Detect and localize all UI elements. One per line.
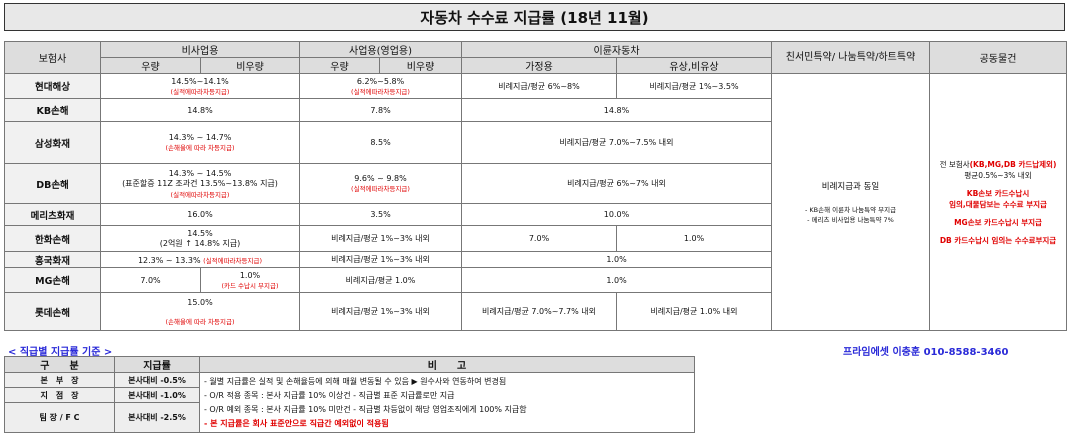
page-title: 자동차 수수료 지급률 (18년 11월) [4,3,1065,31]
c-rate: 비례지급/평균 1%~3% 내외 [298,251,463,268]
header-commercial: 사업용(영업용) [298,41,463,58]
sub-nc-good: 우량 [100,57,201,74]
sub-c-good: 우량 [299,57,380,74]
nc-rate: 12.3% ~ 13.3% (실적에따라차등지급) [100,251,300,268]
sub-nc-bad: 비우량 [200,57,300,74]
legend-header-grade: 구 분 [4,356,115,373]
insurer-name: 롯데손해 [4,292,101,331]
tw-rate: 비례지급/평균 6%~7% 내외 [461,163,773,204]
insurer-name: DB손해 [4,163,101,204]
grade-rate: 본사대비 -0.5% [114,372,200,388]
table-row: 삼성화재 14.3% ~ 14.7% (손해율에 따라 차등지급) 8.5% 비례… [4,121,1067,164]
nc-good-rate: 7.0% [100,267,201,293]
sub-home: 가정용 [461,57,618,74]
grade-label: 본 부 장 [4,372,115,388]
nc-rate: 14.3% ~ 14.7% (손해율에 따라 차등지급) [100,121,300,164]
header-friendly: 친서민특약/ 나눔특약/하트특약 [771,41,931,74]
table-row: 지 점 장 본사대비 -1.0% [4,387,695,403]
nc-rate: 14.3% ~ 14.5% (표준할증 11Z 조과건 13.5%~13.8% 지… [100,163,300,204]
friendly-cell: 비례지급과 동일 - KB손해 이륜차 나눔특약 부지급 - 메리츠 비사업용 … [771,73,931,331]
tw-rate: 1.0% [461,267,773,293]
table-row: 메리츠화재 16.0% 3.5% 10.0% [4,203,1067,226]
nc-rate: 14.5% (2억원 ↑ 14.8% 지급) [100,225,300,252]
legend-header-rate: 지급률 [114,356,200,373]
insurer-name: 한화손해 [4,225,101,252]
table-row: 한화손해 14.5% (2억원 ↑ 14.8% 지급) 비례지급/평균 1%~3%… [4,225,1067,252]
contact-info: 프라임에셋 이충훈 010-8588-3460 [843,347,1009,358]
grade-rate: 본사대비 -1.0% [114,387,200,403]
table-row: 본 부 장 본사대비 -0.5% - 월별 지급률은 실적 및 손해율등에 의해… [4,372,695,433]
header-noncommercial: 비사업용 [100,41,300,58]
home-rate: 7.0% [461,225,618,252]
c-rate: 비례지급/평균 1%~3% 내외 [298,292,463,331]
nc-rate: 15.0% (손해율에 따라 차등지급) [100,292,300,331]
c-rate: 비례지급/평균 1.0% [298,267,463,293]
nc-bad-rate: 1.0% (카드 수납시 부지급) [200,267,300,293]
header-joint: 공동물건 [929,41,1068,74]
home-rate: 비례지급/평균 6%~8% [461,73,618,99]
insurer-name: MG손해 [4,267,101,293]
c-rate: 9.6% ~ 9.8% (실적에따라차등지급) [298,163,463,204]
sub-c-bad: 비우량 [378,57,463,74]
tw-rate: 1.0% [461,251,773,268]
c-rate: 8.5% [298,121,463,164]
paid-rate: 비례지급/평균 1.0% 내외 [616,292,773,331]
nc-rate: 14.5%~14.1% (실적에따라차등지급) [100,73,300,99]
paid-rate: 1.0% [616,225,773,252]
home-rate: 비례지급/평균 7.0%~7.7% 내외 [461,292,618,331]
table-row: MG손해 7.0% 1.0% (카드 수납시 부지급) 비례지급/평균 1.0% … [4,267,1067,293]
c-rate: 6.2%~5.8% (실적에따라차등지급) [298,73,463,99]
insurer-name: 삼성화재 [4,121,101,164]
table-row: DB손해 14.3% ~ 14.5% (표준할증 11Z 조과건 13.5%~13… [4,163,1067,204]
insurer-name: 메리츠화재 [4,203,101,226]
c-rate: 7.8% [298,98,463,122]
grade-table: 구 분 지급률 비 고 본 부 장 본사대비 -0.5% - 월별 지급률은 실… [4,356,695,433]
tw-rate: 비례지급/평균 7.0%~7.5% 내외 [461,121,773,164]
insurer-name: 현대해상 [4,73,101,99]
legend-header-note: 비 고 [199,356,695,373]
grade-notes: - 월별 지급률은 실적 및 손해율등에 의해 매월 변동될 수 있음 ▶ 원수… [199,372,695,433]
table-row: KB손해 14.8% 7.8% 14.8% [4,98,1067,122]
paid-rate: 비례지급/평균 1%~3.5% [616,73,773,99]
legend-title: < 직급별 지급률 기준 > [8,347,113,358]
insurer-name: KB손해 [4,98,101,122]
nc-rate: 14.8% [100,98,300,122]
sub-paid: 유상,비유상 [616,57,773,74]
nc-rate: 16.0% [100,203,300,226]
header-twowheel: 이륜자동차 [461,41,773,58]
grade-label: 팀 장 / F C [4,402,115,433]
c-rate: 3.5% [298,203,463,226]
grade-label: 지 점 장 [4,387,115,403]
table-row: 팀 장 / F C 본사대비 -2.5% [4,402,695,433]
c-rate: 비례지급/평균 1%~3% 내외 [298,225,463,252]
commission-table: 보험사 비사업용 사업용(영업용) 이륜자동차 친서민특약/ 나눔특약/하트특약… [4,41,1068,331]
tw-rate: 10.0% [461,203,773,226]
header-insurer: 보험사 [4,41,101,74]
table-row: 롯데손해 15.0% (손해율에 따라 차등지급) 비례지급/평균 1%~3% 내… [4,292,1067,331]
insurer-name: 흥국화재 [4,251,101,268]
table-row: 현대해상 14.5%~14.1% (실적에따라차등지급) 6.2%~5.8% (실적… [4,73,1068,331]
joint-cell: 전 보험사(KB,MG,DB 카드납제외) 평균0.5%~3% 내외 KB손보 카… [929,73,1068,331]
tw-rate: 14.8% [461,98,773,122]
grade-rate: 본사대비 -2.5% [114,402,200,433]
